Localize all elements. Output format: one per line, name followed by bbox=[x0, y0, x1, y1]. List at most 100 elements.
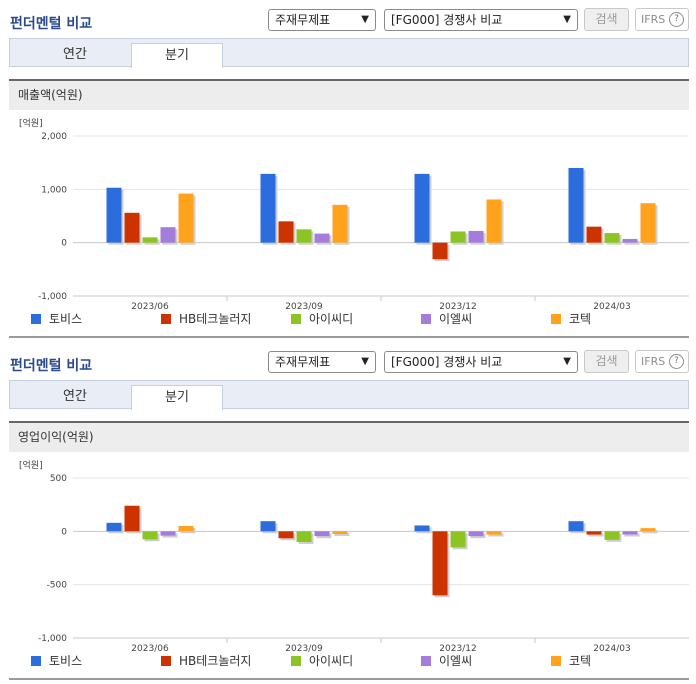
legend-swatch bbox=[161, 314, 171, 324]
bar bbox=[450, 531, 466, 548]
sales-bar-chart: [억원] -1,000 0 1,000 2,000 2023/06 2023/09 2023/… bbox=[19, 117, 689, 310]
legend-label: HB테크놀러지 bbox=[179, 312, 252, 326]
bar bbox=[160, 531, 176, 536]
legend-swatch bbox=[551, 314, 561, 324]
legend-label: 아이씨디 bbox=[309, 654, 354, 668]
bar bbox=[332, 204, 348, 243]
legend-label: 코텍 bbox=[569, 312, 592, 326]
comparison-select-value: [FG000] 경쟁사 비교 bbox=[391, 355, 503, 369]
x-tick-label: 2023/12 bbox=[439, 302, 476, 310]
bar bbox=[160, 227, 176, 243]
bar bbox=[124, 505, 140, 532]
bar bbox=[178, 526, 194, 532]
bar bbox=[296, 531, 312, 542]
legend-swatch bbox=[551, 656, 561, 666]
bar bbox=[314, 233, 330, 243]
bar bbox=[142, 237, 158, 243]
ifrs-label: IFRS bbox=[641, 355, 666, 368]
bar bbox=[586, 226, 602, 243]
unit-label: [억원] bbox=[19, 459, 43, 471]
bar bbox=[278, 531, 294, 539]
bar bbox=[106, 522, 122, 532]
legend-label: 이엘씨 bbox=[439, 312, 473, 326]
comparison-select[interactable]: [FG000] 경쟁사 비교 ▼ bbox=[384, 351, 578, 373]
bar bbox=[486, 199, 502, 243]
legend-label: 토비스 bbox=[49, 312, 83, 326]
legend-swatch bbox=[31, 314, 41, 324]
y-tick-label: 500 bbox=[50, 474, 67, 484]
legend-swatch bbox=[291, 656, 301, 666]
bar bbox=[332, 531, 348, 534]
bar bbox=[432, 531, 448, 596]
x-tick-label: 2024/03 bbox=[593, 644, 630, 652]
bar bbox=[278, 221, 294, 243]
fundamental-panel-sales: 펀더멘털 비교 주재무제표 ▼ [FG000] 경쟁사 비교 ▼ 검색 IFRS… bbox=[9, 8, 689, 338]
legend-label: HB테크놀러지 bbox=[179, 654, 252, 668]
comparison-select-value: [FG000] 경쟁사 비교 bbox=[391, 13, 503, 27]
legend-swatch bbox=[291, 314, 301, 324]
tab-annual[interactable]: 연간 bbox=[63, 47, 87, 62]
fundamental-panel-operating-profit: 펀더멘털 비교 주재무제표 ▼ [FG000] 경쟁사 비교 ▼ 검색 IFRS… bbox=[0, 342, 696, 684]
x-tick-label: 2023/12 bbox=[439, 644, 476, 652]
bar-shadow bbox=[488, 533, 504, 537]
bar bbox=[586, 531, 602, 535]
y-tick-label: 2,000 bbox=[41, 132, 67, 142]
ifrs-button[interactable]: IFRS ? bbox=[635, 350, 689, 373]
bar bbox=[622, 531, 638, 535]
statement-select-value: 주재무제표 bbox=[275, 13, 331, 27]
bar bbox=[296, 229, 312, 243]
panel-title: 펀더멘털 비교 bbox=[10, 358, 93, 374]
legend-label: 아이씨디 bbox=[309, 312, 354, 326]
legend-swatch bbox=[161, 656, 171, 666]
legend-label: 이엘씨 bbox=[439, 654, 473, 668]
period-tabs: 연간 분기 bbox=[9, 380, 689, 410]
legend-label: 코텍 bbox=[569, 654, 592, 668]
bar bbox=[124, 212, 140, 243]
tab-annual[interactable]: 연간 bbox=[63, 389, 87, 404]
help-icon[interactable]: ? bbox=[669, 354, 684, 369]
x-tick-label: 2023/06 bbox=[131, 302, 169, 310]
bar bbox=[142, 531, 158, 540]
tab-quarterly[interactable]: 분기 bbox=[131, 43, 223, 68]
bar-shadow bbox=[334, 533, 350, 536]
period-tabs: 연간 분기 bbox=[9, 38, 689, 68]
bar bbox=[568, 521, 584, 532]
bar bbox=[640, 528, 656, 532]
bar bbox=[568, 168, 584, 243]
ifrs-label: IFRS bbox=[641, 13, 666, 26]
chevron-down-icon: ▼ bbox=[563, 356, 571, 367]
statement-select[interactable]: 주재무제표 ▼ bbox=[268, 351, 376, 373]
comparison-select[interactable]: [FG000] 경쟁사 비교 ▼ bbox=[384, 9, 578, 31]
statement-select[interactable]: 주재무제표 ▼ bbox=[268, 9, 376, 31]
bar bbox=[604, 531, 620, 540]
ifrs-button[interactable]: IFRS ? bbox=[635, 8, 689, 31]
bar bbox=[432, 242, 448, 260]
search-button[interactable]: 검색 bbox=[584, 8, 629, 31]
bar-shadow bbox=[642, 530, 658, 534]
y-tick-label: 0 bbox=[61, 239, 67, 249]
chart-legend: 토비스 HB테크놀러지 아이씨디 이엘씨 코텍 bbox=[9, 310, 689, 330]
legend-swatch bbox=[421, 656, 431, 666]
legend-swatch bbox=[421, 314, 431, 324]
bar bbox=[604, 233, 620, 243]
x-tick-label: 2024/03 bbox=[593, 302, 630, 310]
chevron-down-icon: ▼ bbox=[361, 356, 369, 367]
x-tick-label: 2023/09 bbox=[285, 302, 323, 310]
bar bbox=[450, 231, 466, 243]
help-icon[interactable]: ? bbox=[669, 12, 684, 27]
y-tick-label: -1,000 bbox=[38, 292, 67, 302]
divider bbox=[9, 678, 689, 680]
bar bbox=[314, 531, 330, 537]
tab-quarterly[interactable]: 분기 bbox=[131, 385, 223, 410]
chevron-down-icon: ▼ bbox=[361, 14, 369, 25]
search-button[interactable]: 검색 bbox=[584, 350, 629, 373]
metric-header: 매출액(억원) bbox=[9, 79, 689, 110]
y-tick-label: 1,000 bbox=[41, 185, 67, 195]
chevron-down-icon: ▼ bbox=[563, 14, 571, 25]
bar bbox=[260, 521, 276, 532]
bar bbox=[468, 531, 484, 537]
bar bbox=[106, 187, 122, 243]
bar bbox=[640, 203, 656, 243]
divider bbox=[9, 336, 689, 338]
bar-shadow bbox=[588, 533, 604, 537]
